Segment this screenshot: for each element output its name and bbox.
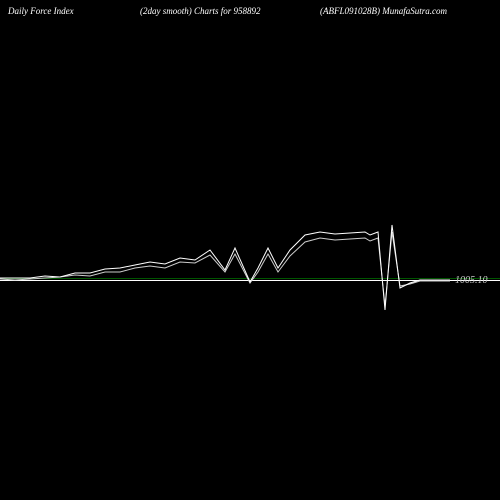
current-value-label: 1005.10	[455, 275, 488, 286]
chart-svg	[0, 0, 500, 500]
chart-area: 1005.10	[0, 0, 500, 500]
force-index-line-1	[0, 225, 450, 310]
